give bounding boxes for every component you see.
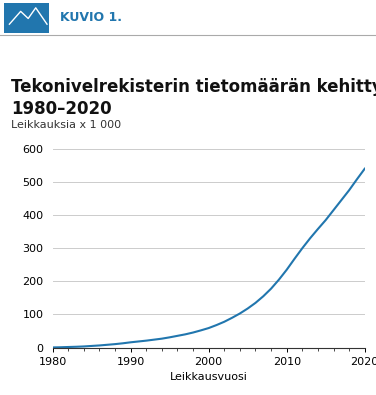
FancyBboxPatch shape [4,3,49,33]
Text: KUVIO 1.: KUVIO 1. [60,11,122,24]
Text: Leikkauksia x 1 000: Leikkauksia x 1 000 [11,120,121,130]
Text: Tekonivelrekisterin tietomäärän kehittyminen
1980–2020: Tekonivelrekisterin tietomäärän kehittym… [11,78,376,118]
X-axis label: Leikkausvuosi: Leikkausvuosi [170,372,248,382]
